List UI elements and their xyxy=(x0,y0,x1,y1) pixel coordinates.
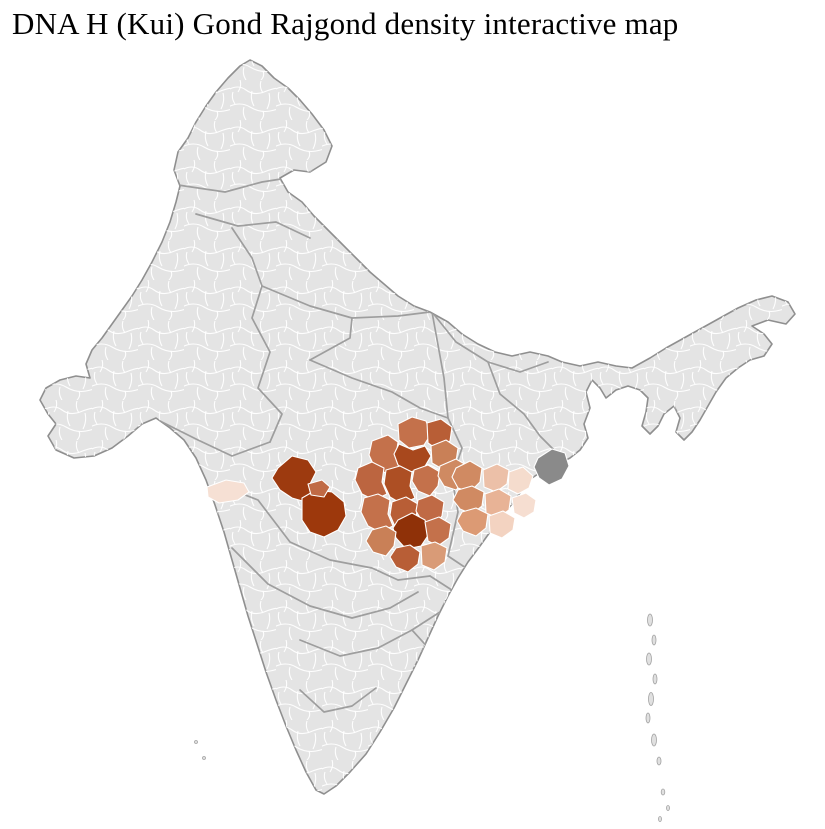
nicobar-island[interactable] xyxy=(658,816,662,822)
state-border-line xyxy=(299,687,377,713)
state-border-line xyxy=(431,311,449,419)
highlighted-district[interactable] xyxy=(411,464,441,497)
highlighted-district[interactable] xyxy=(511,492,537,519)
state-border-line xyxy=(231,227,263,287)
state-border-line xyxy=(221,485,431,581)
state-border-line xyxy=(195,213,311,239)
andaman-island[interactable] xyxy=(646,652,652,666)
state-border-line xyxy=(251,285,283,443)
andaman-island[interactable] xyxy=(648,692,654,706)
state-border-line xyxy=(309,317,353,361)
highlighted-district[interactable] xyxy=(360,493,394,533)
highlighted-district[interactable] xyxy=(507,466,534,495)
state-borders xyxy=(157,167,557,713)
map-title: DNA H (Kui) Gond Rajgond density interac… xyxy=(12,6,679,41)
andaman-island[interactable] xyxy=(651,634,657,646)
highlighted-district[interactable] xyxy=(383,465,416,505)
highlighted-districts xyxy=(206,416,570,573)
highlighted-district[interactable] xyxy=(354,461,388,501)
highlighted-district[interactable] xyxy=(307,479,331,498)
highlighted-district[interactable] xyxy=(365,525,397,557)
andaman-island[interactable] xyxy=(651,733,657,747)
andaman-island[interactable] xyxy=(656,756,662,766)
state-border-line xyxy=(487,361,557,453)
lakshadweep-island[interactable] xyxy=(202,756,206,760)
state-border-line xyxy=(309,359,449,419)
andaman-island[interactable] xyxy=(647,613,653,627)
state-border-line xyxy=(157,419,271,457)
nicobar-island[interactable] xyxy=(666,805,670,811)
highlighted-district[interactable] xyxy=(389,544,421,573)
highlighted-district[interactable] xyxy=(206,479,250,504)
district-no-data[interactable] xyxy=(533,448,570,486)
state-border-line xyxy=(231,547,419,619)
andaman-nicobar-islands xyxy=(645,613,670,822)
lakshadweep-island[interactable] xyxy=(194,740,198,744)
andaman-island[interactable] xyxy=(645,712,651,724)
andaman-island[interactable] xyxy=(652,673,658,685)
highlighted-district[interactable] xyxy=(424,516,452,547)
lakshadweep-islands xyxy=(194,740,206,760)
state-border-line xyxy=(299,611,441,657)
highlighted-district[interactable] xyxy=(482,463,510,493)
highlighted-district[interactable] xyxy=(456,507,489,537)
nicobar-island[interactable] xyxy=(660,788,666,796)
highlighted-district[interactable] xyxy=(420,541,448,571)
highlighted-district[interactable] xyxy=(488,510,516,539)
